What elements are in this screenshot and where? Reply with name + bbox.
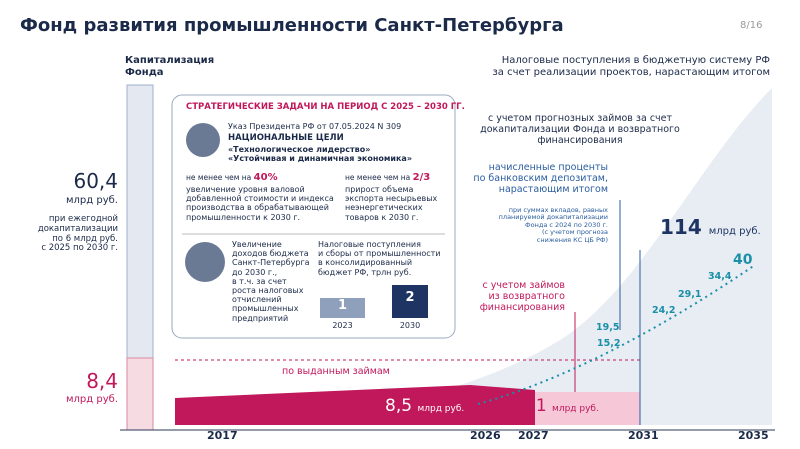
annotation: с учетом займов из возвратного финансиро…: [479, 280, 565, 313]
value: 60,4: [73, 169, 118, 193]
issued-area: [175, 385, 535, 425]
unit: млрд руб.: [708, 226, 761, 237]
year: 2023: [332, 321, 353, 330]
point-label: 29,1: [678, 289, 702, 300]
text: увеличение уровня валовой добавленной ст…: [186, 185, 334, 222]
value: 8,4: [86, 369, 118, 393]
value: 40%: [253, 172, 278, 183]
year: 2030: [399, 321, 421, 330]
year-label: 2031: [628, 429, 659, 442]
point-label: 15,2: [597, 338, 621, 349]
text: НАЦИОНАЛЬНЫЕ ЦЕЛИ: [228, 133, 344, 143]
label: Капитализация Фонда: [125, 55, 215, 78]
value: 2/3: [412, 172, 431, 183]
bar: [320, 298, 365, 318]
note: при ежегодной докапитализации по 6 млрд …: [37, 214, 118, 254]
annotation: по выданным займам: [282, 366, 390, 377]
title: Фонд развития промышленности Санкт-Петер…: [20, 15, 564, 36]
bar: [392, 285, 428, 318]
unit: млрд руб.: [417, 404, 465, 414]
point-label: 24,2: [652, 305, 676, 316]
bar-label: 2: [405, 290, 415, 305]
value: 114 млрд руб.: [660, 216, 761, 239]
bar-label: 1: [337, 298, 348, 313]
box: [171, 94, 456, 339]
photo: [185, 242, 225, 282]
photo: [186, 123, 220, 157]
annotation: с учетом прогнозных займов за счет докап…: [480, 113, 680, 146]
year-label: 2035: [738, 429, 769, 442]
loans-bar: [126, 357, 154, 431]
page: 8/16: [740, 20, 763, 31]
return-area: [535, 392, 640, 425]
text: не менее чем на 2/3: [345, 172, 430, 184]
area: [175, 88, 772, 425]
point-label: 34,4: [708, 271, 732, 282]
annotation: начисленные проценты по банковским депоз…: [473, 162, 608, 195]
year-label: 2026: [470, 429, 501, 442]
value: 8,5: [385, 396, 413, 416]
value: 8,5 млрд руб.: [385, 396, 465, 417]
text: Указ Президента РФ от 07.05.2024 N 309: [228, 122, 402, 131]
text: прирост объема экспорта несырьевых неэне…: [345, 185, 438, 222]
unit: млрд руб.: [552, 404, 599, 414]
text: Увеличение доходов бюджета Санкт-Петербу…: [232, 240, 310, 323]
annotation: при суммах вкладов, равных планируемой д…: [498, 206, 608, 244]
text: не менее чем на: [345, 173, 411, 182]
year-label: 2027: [518, 429, 549, 442]
value: 11 млрд руб.: [525, 396, 599, 417]
unit: млрд руб.: [66, 394, 118, 405]
text: Налоговые поступления и сборы от промышл…: [318, 240, 441, 277]
point-label: 19,5: [596, 322, 620, 333]
box-title: СТРАТЕГИЧЕСКИЕ ЗАДАЧИ НА ПЕРИОД С 2025 –…: [186, 102, 465, 112]
right-header: Налоговые поступления в бюджетную систем…: [492, 55, 770, 78]
value: 11: [525, 396, 547, 416]
value: 114: [660, 215, 702, 239]
text: не менее чем на: [186, 173, 252, 182]
year-label: 2017: [207, 429, 238, 442]
point-label: 40: [733, 252, 753, 268]
text: не менее чем на 40%: [186, 172, 278, 184]
text: «Технологическое лидерство» «Устойчивая …: [228, 145, 412, 164]
unit: млрд руб.: [66, 195, 118, 206]
